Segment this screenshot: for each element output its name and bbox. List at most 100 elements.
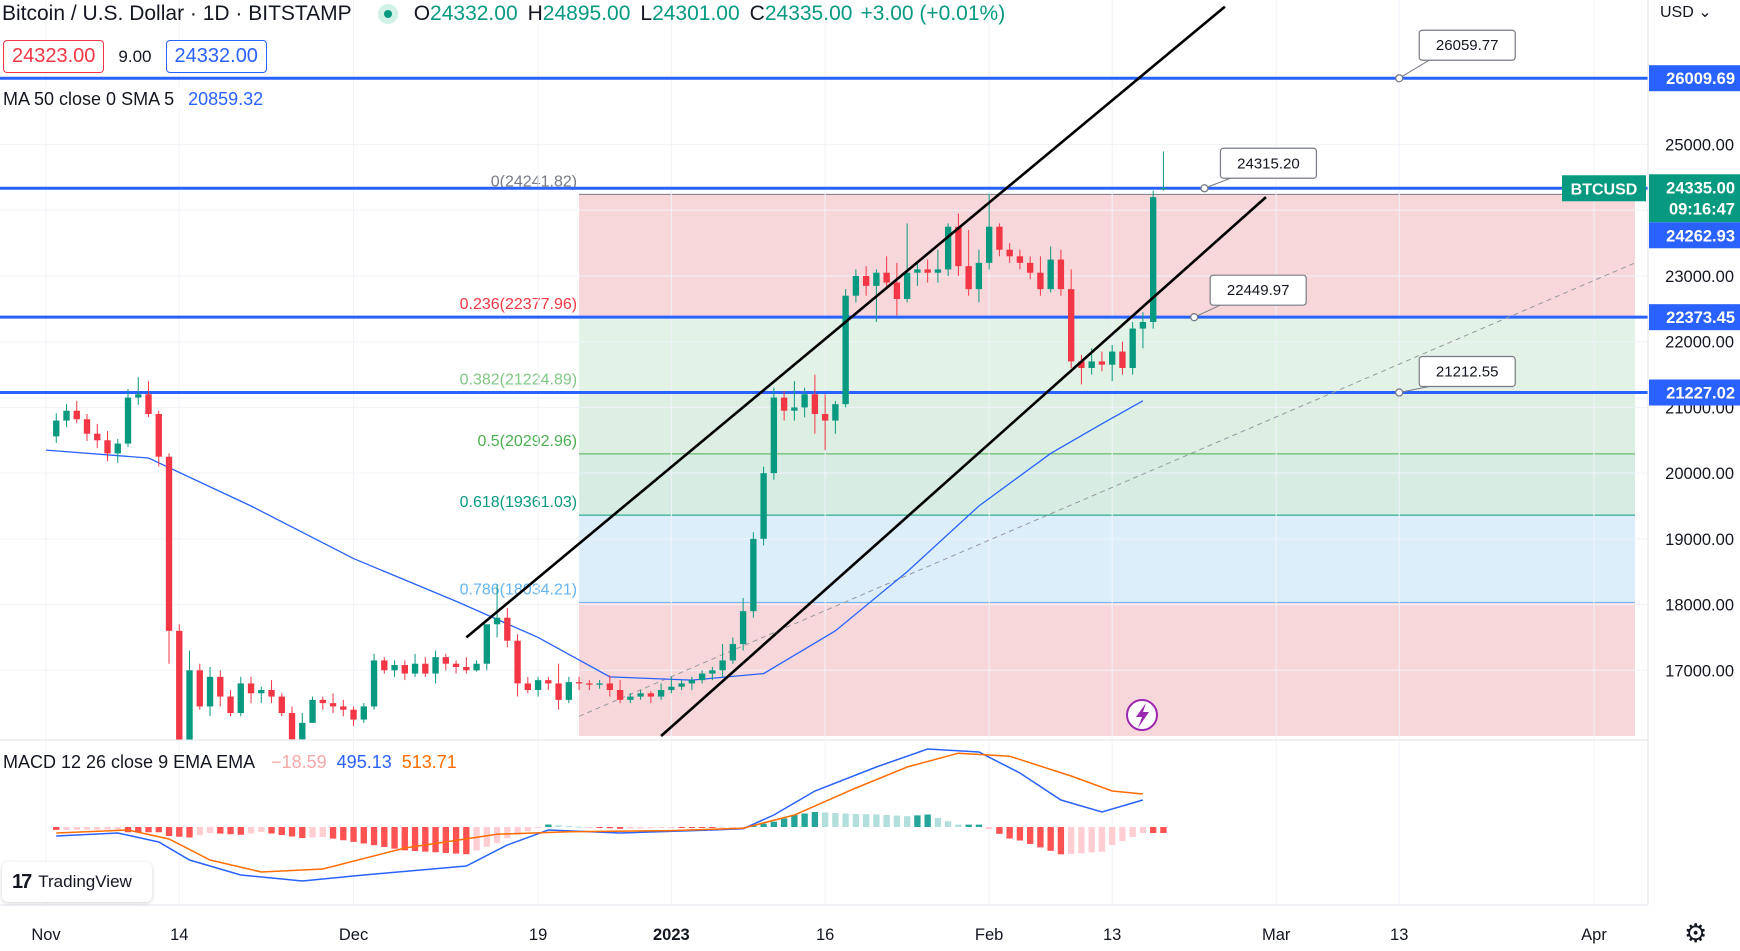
macd-histogram-bar [401, 827, 408, 851]
candle-body [657, 690, 665, 697]
macd-histogram-bar [504, 827, 511, 839]
macd-histogram-bar [698, 827, 706, 828]
candle-body [811, 394, 819, 414]
callout-pointer [1399, 386, 1430, 394]
macd-histogram-bar [944, 821, 952, 827]
time-tick-label: 13 [1103, 926, 1121, 944]
macd-line [56, 748, 1144, 882]
horizontal-lines[interactable] [0, 76, 1648, 395]
lightning-icon[interactable] [1126, 699, 1158, 731]
macd-histogram-bar [268, 827, 275, 834]
candle-body [247, 683, 255, 694]
currency-selector[interactable]: USD ⌄ [1660, 2, 1712, 22]
symbol-title[interactable]: Bitcoin / U.S. Dollar · 1D · BITSTAMP [2, 2, 352, 25]
time-tick-label: 2023 [653, 926, 690, 944]
candle-body [268, 690, 275, 697]
candle-body [381, 660, 388, 671]
time-tick-label: Apr [1581, 926, 1607, 944]
symbol-tag-label: BTCUSD [1571, 181, 1638, 198]
macd-histogram-bar [1139, 827, 1147, 833]
price-callouts[interactable]: 26059.77 24315.20 22449.97 21212.55 [1190, 29, 1516, 397]
candles [53, 151, 1167, 756]
dashed-trend-line [578, 262, 1636, 717]
fib-level-label: 0.382(21224.89) [460, 372, 577, 389]
candle-body [1108, 351, 1116, 365]
tradingview-logo[interactable]: 17 TradingView [2, 862, 152, 902]
macd-histogram-bar [1006, 827, 1013, 839]
macd-histogram-bar [627, 827, 634, 829]
price-tick-label: 17000.00 [1665, 662, 1734, 680]
gear-icon[interactable]: ⚙ [1684, 918, 1708, 948]
candle-body [422, 663, 429, 674]
candle-body [1078, 361, 1085, 368]
fib-zone [579, 194, 1636, 317]
macd-histogram-bar [534, 827, 542, 828]
candle-body [575, 682, 583, 684]
candle-body [586, 683, 593, 685]
fib-level-label: 0(24241.82) [491, 173, 577, 190]
macd-histogram-bar [350, 827, 357, 842]
candle-body [493, 617, 501, 625]
time-tick-label: Feb [975, 926, 1003, 944]
candle-body [463, 667, 470, 671]
dashed-trendline[interactable] [578, 262, 1636, 717]
time-tick-label: 16 [816, 926, 834, 944]
callout-pointer [1398, 59, 1430, 79]
macd-histogram-bar [227, 827, 234, 835]
macd-histogram-bar [288, 827, 296, 837]
macd-histogram-bar [791, 815, 798, 827]
macd-histogram-bar [893, 815, 901, 827]
macd-histogram-bar [370, 827, 378, 846]
macd-histogram-bar [514, 827, 521, 835]
macd-histogram-bar [155, 827, 162, 833]
macd-histogram-bar [1088, 827, 1095, 853]
candle-body [227, 696, 234, 713]
macd-histogram-bar [842, 813, 849, 827]
macd-histogram-bar [114, 827, 121, 830]
candle-body [258, 690, 265, 694]
macd-histogram-bar [914, 815, 921, 827]
macd-histogram-bar [586, 827, 593, 828]
trend-channel[interactable] [465, 5, 1267, 737]
macd-histogram-bar [821, 812, 829, 827]
candle-body [688, 680, 696, 684]
macd-histogram-bar [955, 824, 962, 827]
candle-body [801, 394, 808, 408]
macd-histogram-bar [135, 827, 142, 833]
macd-legend[interactable]: MACD 12 26 close 9 EMA EMA −18.59 495.13 51… [3, 752, 457, 773]
close-label: C [749, 2, 765, 25]
symbol-tag [1562, 175, 1646, 202]
candle-body [288, 713, 296, 740]
macd-value: 495.13 [336, 752, 392, 772]
channel-lower-line [660, 196, 1267, 737]
candle-body [206, 676, 214, 707]
price-tick-label: 18000.00 [1665, 597, 1734, 615]
macd-histogram-bar [678, 827, 685, 828]
candle-body [299, 722, 306, 740]
candle-body [791, 407, 798, 411]
callout-anchor [1190, 313, 1199, 322]
ma-legend[interactable]: MA 50 close 0 SMA 5 20859.32 [3, 89, 268, 110]
fibonacci-retracement[interactable]: 0(24241.82) 0.236(22377.96) 0.382(21224.89… [460, 173, 1636, 736]
open-label: O [413, 2, 431, 25]
candle-body [698, 673, 706, 681]
macd-histogram-bar [247, 827, 255, 834]
macd-histogram-bar [206, 827, 214, 833]
candle-body [452, 663, 460, 667]
sell-button[interactable]: 24323.00 [3, 40, 105, 73]
callout-box [1219, 147, 1318, 179]
candle-body [975, 262, 983, 290]
price-tick-label: 23000.00 [1665, 268, 1734, 286]
candle-body [63, 410, 70, 421]
candle-body [1026, 262, 1034, 273]
buy-button[interactable]: 24332.00 [165, 40, 267, 73]
fib-zone [579, 515, 1636, 603]
macd-histogram-bar [770, 821, 778, 827]
price-tick-label: 20000.00 [1665, 465, 1734, 483]
high-label: H [527, 2, 543, 25]
macd-histogram-bar [1129, 827, 1136, 837]
candle-body [186, 670, 193, 743]
macd-histogram-bar [1078, 827, 1085, 854]
